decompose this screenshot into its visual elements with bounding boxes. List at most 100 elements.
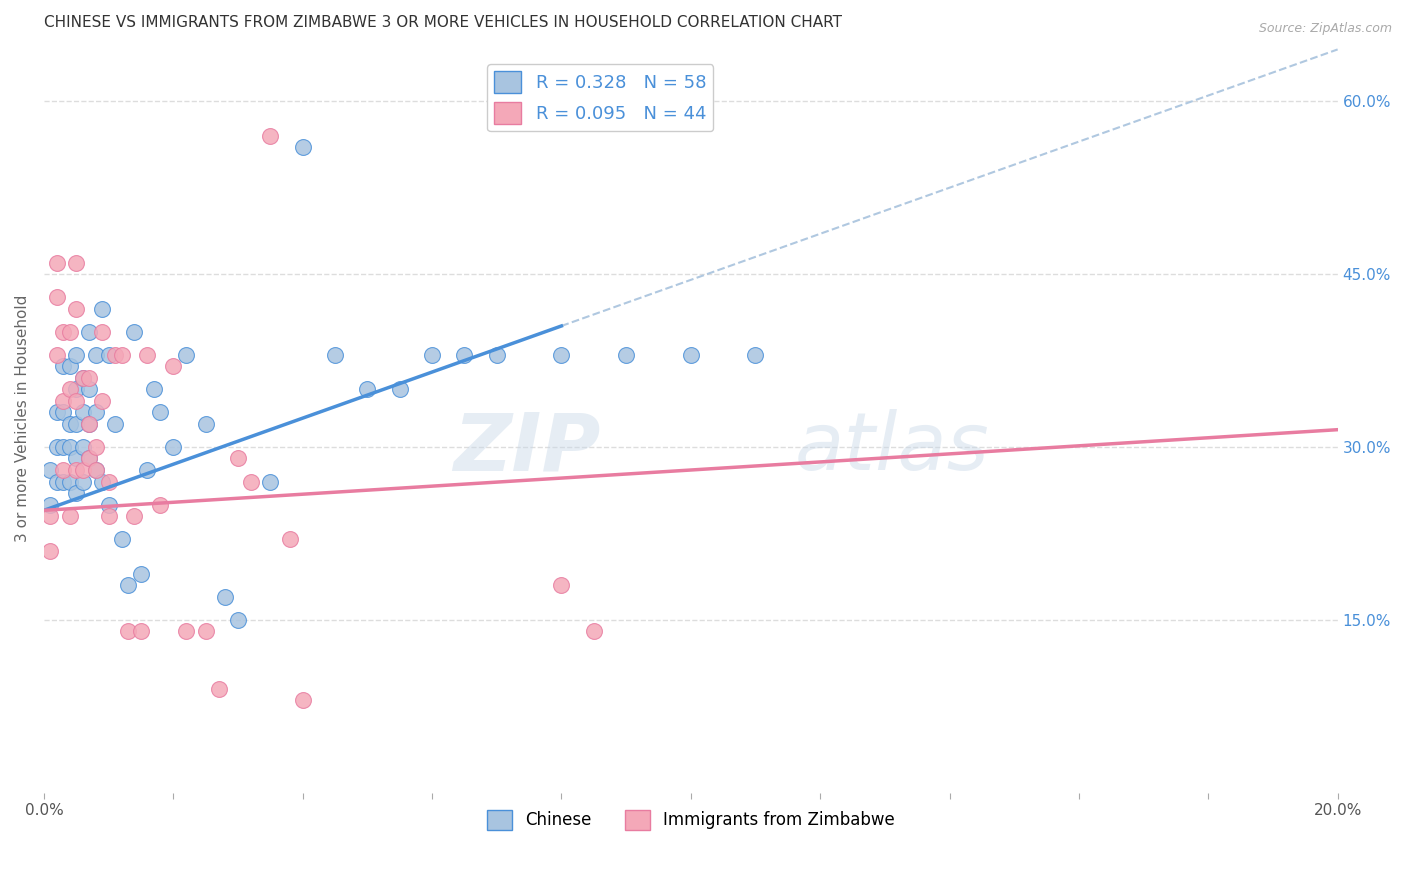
- Point: [65, 255, 87, 269]
- Point: [323, 348, 346, 362]
- Point: [124, 509, 146, 524]
- Point: [77, 325, 100, 339]
- Point: [679, 348, 702, 362]
- Point: [65, 486, 87, 500]
- Point: [97, 498, 120, 512]
- Point: [59, 359, 82, 374]
- Legend: Chinese, Immigrants from Zimbabwe: Chinese, Immigrants from Zimbabwe: [479, 803, 901, 837]
- Point: [59, 417, 82, 431]
- Point: [356, 382, 378, 396]
- Point: [136, 348, 159, 362]
- Point: [65, 393, 87, 408]
- Point: [117, 624, 139, 639]
- Point: [91, 393, 114, 408]
- Point: [129, 566, 152, 581]
- Point: [84, 440, 107, 454]
- Point: [291, 693, 314, 707]
- Text: ZIP: ZIP: [453, 409, 600, 487]
- Point: [226, 613, 249, 627]
- Point: [194, 417, 217, 431]
- Point: [77, 417, 100, 431]
- Point: [65, 463, 87, 477]
- Point: [291, 140, 314, 154]
- Point: [84, 348, 107, 362]
- Point: [550, 578, 572, 592]
- Point: [226, 451, 249, 466]
- Point: [45, 255, 67, 269]
- Text: atlas: atlas: [794, 409, 988, 487]
- Point: [117, 578, 139, 592]
- Point: [110, 532, 132, 546]
- Point: [91, 325, 114, 339]
- Text: Source: ZipAtlas.com: Source: ZipAtlas.com: [1258, 22, 1392, 36]
- Point: [207, 681, 229, 696]
- Point: [52, 325, 75, 339]
- Point: [84, 463, 107, 477]
- Point: [84, 463, 107, 477]
- Point: [174, 348, 197, 362]
- Point: [77, 451, 100, 466]
- Point: [45, 348, 67, 362]
- Point: [91, 475, 114, 489]
- Point: [129, 624, 152, 639]
- Point: [162, 359, 184, 374]
- Point: [84, 405, 107, 419]
- Point: [214, 590, 236, 604]
- Point: [174, 624, 197, 639]
- Point: [45, 475, 67, 489]
- Point: [65, 301, 87, 316]
- Point: [52, 475, 75, 489]
- Point: [259, 128, 281, 143]
- Point: [97, 348, 120, 362]
- Point: [59, 382, 82, 396]
- Text: CHINESE VS IMMIGRANTS FROM ZIMBABWE 3 OR MORE VEHICLES IN HOUSEHOLD CORRELATION : CHINESE VS IMMIGRANTS FROM ZIMBABWE 3 OR…: [44, 15, 842, 30]
- Point: [104, 348, 127, 362]
- Point: [59, 509, 82, 524]
- Point: [453, 348, 475, 362]
- Point: [52, 393, 75, 408]
- Point: [149, 498, 172, 512]
- Point: [72, 463, 94, 477]
- Y-axis label: 3 or more Vehicles in Household: 3 or more Vehicles in Household: [15, 294, 30, 541]
- Point: [72, 405, 94, 419]
- Point: [614, 348, 637, 362]
- Point: [72, 371, 94, 385]
- Point: [149, 405, 172, 419]
- Point: [39, 463, 62, 477]
- Point: [550, 348, 572, 362]
- Point: [136, 463, 159, 477]
- Point: [97, 509, 120, 524]
- Point: [77, 371, 100, 385]
- Point: [77, 451, 100, 466]
- Point: [45, 290, 67, 304]
- Point: [65, 348, 87, 362]
- Point: [39, 498, 62, 512]
- Point: [388, 382, 411, 396]
- Point: [259, 475, 281, 489]
- Point: [110, 348, 132, 362]
- Point: [52, 405, 75, 419]
- Point: [104, 417, 127, 431]
- Point: [91, 301, 114, 316]
- Point: [97, 475, 120, 489]
- Point: [239, 475, 262, 489]
- Point: [72, 371, 94, 385]
- Point: [52, 359, 75, 374]
- Point: [194, 624, 217, 639]
- Point: [744, 348, 766, 362]
- Point: [45, 405, 67, 419]
- Point: [420, 348, 443, 362]
- Point: [52, 440, 75, 454]
- Point: [39, 543, 62, 558]
- Point: [582, 624, 605, 639]
- Point: [77, 417, 100, 431]
- Point: [59, 440, 82, 454]
- Point: [124, 325, 146, 339]
- Point: [72, 440, 94, 454]
- Point: [65, 382, 87, 396]
- Point: [278, 532, 301, 546]
- Point: [59, 475, 82, 489]
- Point: [65, 451, 87, 466]
- Point: [45, 440, 67, 454]
- Point: [485, 348, 508, 362]
